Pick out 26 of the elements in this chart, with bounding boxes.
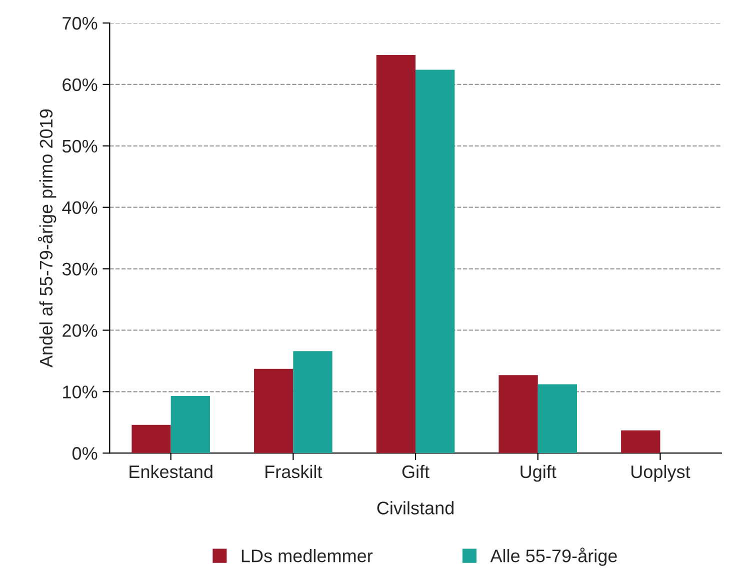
legend-label: LDs medlemmer — [242, 549, 373, 562]
bar — [170, 396, 210, 454]
y-tick-label: 70% — [62, 16, 98, 30]
bar — [498, 375, 538, 454]
legend-label: Alle 55-79-årige — [490, 548, 617, 566]
x-tick-label: Enkestand — [130, 464, 212, 478]
x-tick-label: Fraskilt — [266, 464, 322, 478]
bar — [538, 384, 578, 454]
bar — [621, 430, 660, 454]
y-axis-title: Andel af 55-79-årige primo 2019 — [38, 109, 56, 368]
y-tick-label: 60% — [62, 78, 98, 92]
x-tick-label: Gift — [402, 464, 430, 478]
bar — [254, 368, 294, 454]
y-tick-label: 0% — [72, 447, 98, 460]
x-tick-label: Ugift — [520, 464, 556, 482]
y-tick-label: 10% — [63, 386, 98, 398]
x-tick-label: Uoplyst — [632, 464, 690, 482]
bar — [132, 424, 171, 454]
bar — [376, 54, 416, 454]
bar — [416, 70, 455, 454]
y-tick-label: 50% — [62, 140, 98, 153]
x-axis-title: Civilstand — [377, 501, 454, 514]
y-tick-label: 30% — [62, 262, 98, 276]
bar — [293, 351, 332, 454]
y-tick-label: 40% — [62, 201, 98, 214]
y-tick-label: 20% — [62, 324, 98, 337]
